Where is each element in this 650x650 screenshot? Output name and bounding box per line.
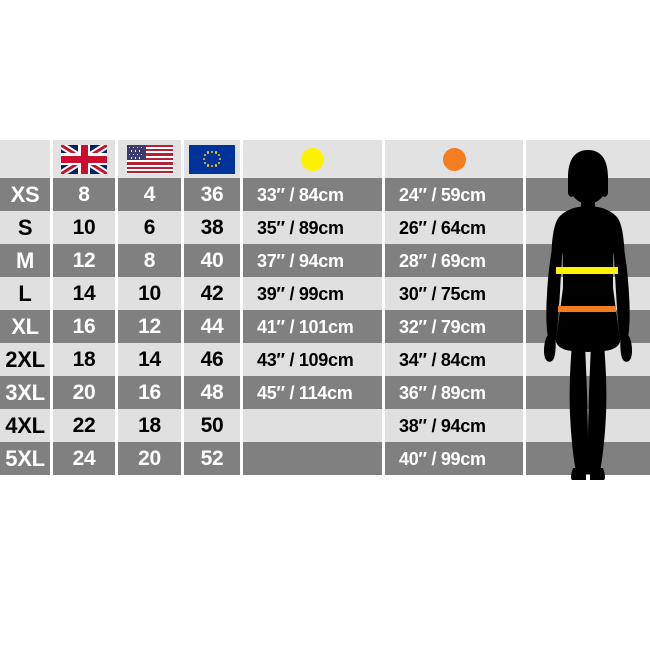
cell-bust: 41″ / 101cm bbox=[257, 316, 354, 337]
us-flag-icon bbox=[126, 144, 173, 174]
table-row: S 10 6 38 35″ / 89cm 26″ / 64cm bbox=[0, 211, 650, 244]
bust-measurement-line bbox=[556, 267, 618, 274]
cell-uk: 24 bbox=[72, 447, 96, 470]
cell-eu: 50 bbox=[200, 414, 224, 437]
table-row: 4XL 22 18 50 38″ / 94cm bbox=[0, 409, 650, 442]
cell-us: 6 bbox=[143, 216, 156, 239]
orange-dot-icon bbox=[442, 147, 466, 171]
cell-us: 4 bbox=[143, 183, 156, 206]
female-figure-icon bbox=[543, 150, 633, 480]
cell-waist: 26″ / 64cm bbox=[399, 217, 486, 238]
cell-waist: 34″ / 84cm bbox=[399, 349, 486, 370]
cell-uk: 18 bbox=[72, 348, 96, 371]
cell-waist: 32″ / 79cm bbox=[399, 316, 486, 337]
cell-waist: 38″ / 94cm bbox=[399, 415, 486, 436]
cell-waist: 28″ / 69cm bbox=[399, 250, 486, 271]
cell-eu: 40 bbox=[200, 249, 224, 272]
cell-uk: 14 bbox=[72, 282, 96, 305]
header-cell-us bbox=[118, 140, 181, 178]
cell-size: 4XL bbox=[5, 412, 45, 438]
table-row: M 12 8 40 37″ / 94cm 28″ / 69cm bbox=[0, 244, 650, 277]
cell-uk: 20 bbox=[72, 381, 96, 404]
cell-size: 3XL bbox=[5, 379, 45, 405]
yellow-dot-icon bbox=[301, 147, 324, 171]
cell-eu: 48 bbox=[200, 381, 224, 404]
cell-bust: 37″ / 94cm bbox=[257, 250, 344, 271]
header-cell-eu bbox=[184, 140, 240, 178]
cell-size: XS bbox=[10, 181, 40, 207]
cell-eu: 44 bbox=[200, 315, 224, 338]
cell-us: 18 bbox=[138, 414, 161, 437]
size-conversion-table: XS 8 4 36 33″ / 84cm 24″ / 59cm S 10 6 3… bbox=[0, 140, 650, 482]
cell-size: M bbox=[15, 247, 35, 273]
table-row: L 14 10 42 39″ / 99cm 30″ / 75cm bbox=[0, 277, 650, 310]
female-figure-panel bbox=[526, 140, 650, 482]
eu-flag-icon bbox=[189, 144, 235, 174]
cell-size: 5XL bbox=[5, 445, 45, 471]
waist-measurement-line bbox=[558, 306, 616, 312]
cell-us: 20 bbox=[138, 447, 161, 470]
cell-uk: 22 bbox=[72, 414, 96, 437]
cell-eu: 36 bbox=[200, 183, 224, 206]
cell-size: L bbox=[18, 280, 32, 306]
cell-us: 12 bbox=[138, 315, 161, 338]
cell-us: 14 bbox=[138, 348, 161, 371]
header-cell-bust bbox=[243, 140, 382, 178]
cell-bust: 33″ / 84cm bbox=[257, 184, 344, 205]
cell-waist: 36″ / 89cm bbox=[399, 382, 486, 403]
header-cell-waist bbox=[385, 140, 523, 178]
cell-eu: 52 bbox=[200, 447, 224, 470]
table-row: XS 8 4 36 33″ / 84cm 24″ / 59cm bbox=[0, 178, 650, 211]
cell-size: S bbox=[17, 214, 33, 240]
cell-size: XL bbox=[11, 313, 39, 339]
cell-size: 2XL bbox=[5, 346, 45, 372]
cell-waist: 24″ / 59cm bbox=[399, 184, 486, 205]
cell-waist: 40″ / 99cm bbox=[399, 448, 486, 469]
cell-eu: 38 bbox=[200, 216, 224, 239]
cell-bust: 39″ / 99cm bbox=[257, 283, 344, 304]
cell-eu: 42 bbox=[200, 282, 224, 305]
cell-uk: 16 bbox=[72, 315, 96, 338]
cell-eu: 46 bbox=[200, 348, 224, 371]
cell-uk: 12 bbox=[72, 249, 96, 272]
cell-waist: 30″ / 75cm bbox=[399, 283, 486, 304]
table-header-row bbox=[0, 140, 650, 178]
table-row: 3XL 20 16 48 45″ / 114cm 36″ / 89cm bbox=[0, 376, 650, 409]
uk-flag-icon bbox=[61, 144, 107, 174]
cell-bust: 35″ / 89cm bbox=[257, 217, 344, 238]
cell-us: 16 bbox=[138, 381, 161, 404]
cell-bust: 43″ / 109cm bbox=[257, 349, 354, 370]
cell-uk: 8 bbox=[78, 183, 90, 206]
cell-bust: 45″ / 114cm bbox=[257, 382, 353, 403]
header-cell-size bbox=[0, 140, 50, 178]
cell-uk: 10 bbox=[72, 216, 96, 239]
cell-us: 8 bbox=[143, 249, 156, 272]
cell-us: 10 bbox=[138, 282, 161, 305]
header-cell-uk bbox=[53, 140, 115, 178]
